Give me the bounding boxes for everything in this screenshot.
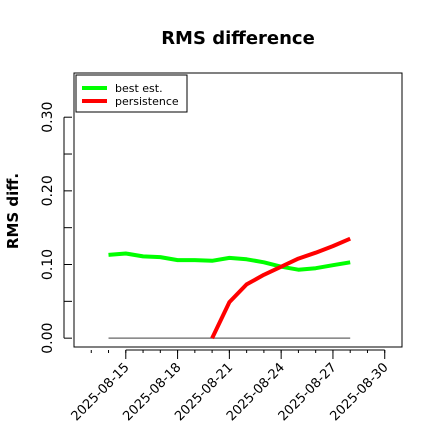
legend-box [75,74,188,113]
y-axis: 0.00 0.10 0.20 0.30 [40,102,72,354]
x-axis: 2025-08-152025-08-182025-08-212025-08-24… [69,349,392,424]
y-axis-label: RMS diff. [4,173,22,249]
legend-label-persistence: persistence [115,95,179,108]
series-line-persistence [210,236,351,340]
y-tick-label: 0.20 [40,175,56,206]
legend: best est. persistence [75,74,188,113]
y-tick-label: 0.10 [40,249,56,280]
y-tick-label: 0.00 [40,323,56,354]
plot-lines [108,236,351,340]
series-line-best-est [108,251,351,272]
chart-title: RMS difference [161,28,315,49]
legend-label-best-est: best est. [115,82,163,95]
plot-box [73,72,403,348]
y-tick-label: 0.30 [40,102,56,133]
